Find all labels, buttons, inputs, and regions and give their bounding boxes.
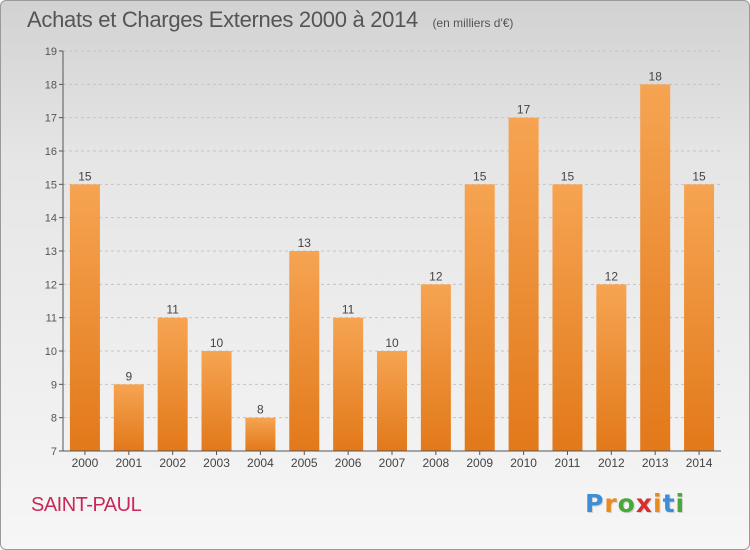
chart-title: Achats et Charges Externes 2000 à 2014 xyxy=(27,7,418,32)
x-tick-label: 2010 xyxy=(510,456,537,470)
logo-letter: P xyxy=(585,489,605,518)
logo-letter: i xyxy=(653,489,663,518)
bar xyxy=(157,317,188,451)
x-tick-label: 2006 xyxy=(335,456,362,470)
bar xyxy=(201,351,232,451)
bar-value-label: 11 xyxy=(166,303,179,317)
y-tick-label: 15 xyxy=(45,179,57,191)
bar-value-label: 11 xyxy=(342,303,355,317)
x-tick-label: 2001 xyxy=(115,456,142,470)
x-tick-label: 2005 xyxy=(291,456,318,470)
bar-value-label: 10 xyxy=(385,336,399,350)
y-tick-label: 17 xyxy=(45,113,57,125)
bar xyxy=(640,84,671,451)
bar xyxy=(113,384,144,451)
bar-value-label: 18 xyxy=(649,69,663,83)
bar xyxy=(684,184,715,452)
x-tick-label: 2008 xyxy=(423,456,450,470)
proxiti-logo[interactable]: Proxiti xyxy=(585,489,685,518)
y-tick-label: 9 xyxy=(51,379,57,391)
bar-value-label: 15 xyxy=(473,169,487,183)
x-tick-label: 2007 xyxy=(379,456,406,470)
y-tick-label: 8 xyxy=(51,413,57,425)
y-tick-label: 11 xyxy=(46,313,57,325)
logo-letter: r xyxy=(604,489,618,518)
axes: 7 8 9 10 11 12 13 14 15 16 17 18 19 2000 2001 2002 2003 2… xyxy=(45,46,721,470)
x-tick-label: 2004 xyxy=(247,456,274,470)
x-tick-label: 2011 xyxy=(555,456,581,470)
bar xyxy=(596,284,627,451)
y-tick-label: 18 xyxy=(45,79,57,91)
x-tick-label: 2000 xyxy=(72,456,99,470)
logo-letter: o xyxy=(617,489,636,518)
x-tick-label: 2014 xyxy=(686,456,713,470)
bar xyxy=(245,417,276,451)
bar xyxy=(508,117,539,452)
bar-value-label: 10 xyxy=(210,336,224,350)
bar-value-label: 15 xyxy=(78,169,92,183)
bar xyxy=(377,351,407,451)
bar xyxy=(420,284,451,451)
bar-value-label: 17 xyxy=(517,103,531,117)
x-tick-label: 2003 xyxy=(203,456,230,470)
bar-value-label: 15 xyxy=(692,169,706,183)
bar-value-label: 15 xyxy=(561,169,575,183)
logo-letter: t xyxy=(662,489,676,518)
x-tick-label: 2012 xyxy=(598,456,625,470)
y-tick-label: 13 xyxy=(45,246,57,258)
commune-name: SAINT-PAUL xyxy=(31,494,142,516)
y-tick-label: 7 xyxy=(51,446,57,458)
x-tick-label: 2009 xyxy=(466,456,493,470)
bar-value-label: 12 xyxy=(605,269,619,283)
y-tick-label: 10 xyxy=(45,346,57,358)
title-row: Achats et Charges Externes 2000 à 2014 (… xyxy=(27,7,513,33)
bar-value-label: 9 xyxy=(125,369,132,383)
bar xyxy=(69,184,100,452)
bar xyxy=(333,317,364,451)
logo-letter: i xyxy=(675,489,686,518)
bar xyxy=(464,184,495,452)
bar-value-label: 12 xyxy=(429,269,443,283)
bar-value-label: 13 xyxy=(298,236,312,250)
x-tick-label: 2002 xyxy=(159,456,186,470)
logo-letter: x xyxy=(635,489,653,518)
bar-value-label: 8 xyxy=(257,403,264,417)
y-tick-label: 16 xyxy=(45,146,57,158)
bar xyxy=(289,251,320,451)
y-tick-label: 14 xyxy=(45,213,57,225)
x-tick-label: 2013 xyxy=(642,456,669,470)
y-tick-label: 19 xyxy=(45,46,57,58)
bar xyxy=(552,184,583,452)
bars: 15 9 11 10 8 13 11 10 12 15 17 15 12 18 15 xyxy=(69,69,715,452)
y-tick-label: 12 xyxy=(45,279,57,291)
chart-subtitle: (en milliers d'€) xyxy=(432,16,514,30)
